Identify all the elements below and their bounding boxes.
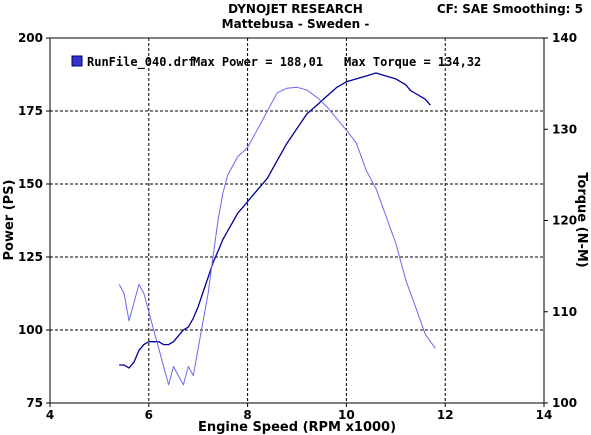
chart-subtitle: Mattebusa - Sweden - (221, 17, 370, 31)
power-line (119, 72, 431, 369)
x-tick-label: 6 (145, 408, 153, 422)
plot-area (49, 37, 545, 404)
x-tick-label: 12 (437, 408, 454, 422)
x-tick-label: 4 (46, 408, 54, 422)
y-axis-label-right: Torque (N-M) (574, 172, 589, 267)
correction-info: CF: SAE Smoothing: 5 (436, 2, 583, 16)
y-right-tick-label: 120 (552, 214, 577, 228)
chart-title: DYNOJET RESEARCH (228, 2, 363, 16)
legend: RunFile_040.drf Max Power = 188,01 Max T… (71, 55, 481, 70)
series-lines (118, 72, 436, 386)
y-left-tick-label: 175 (18, 104, 43, 118)
y-left-tick-label: 125 (18, 250, 43, 264)
y-right-tick-label: 110 (552, 305, 577, 319)
y-axis-label-left: Power (PS) (2, 180, 17, 261)
legend-max-torque: Max Torque = 134,32 (344, 55, 481, 69)
x-tick-label: 8 (243, 408, 251, 422)
y-left-tick-label: 100 (18, 323, 43, 337)
legend-swatch (71, 55, 83, 67)
y-right-tick-label: 130 (552, 122, 577, 136)
y-left-tick-label: 75 (26, 396, 43, 410)
legend-max-power: Max Power = 188,01 (193, 55, 323, 69)
x-axis-label: Engine Speed (RPM x1000) (198, 420, 396, 435)
x-tick-label: 10 (338, 408, 355, 422)
torque-line (118, 86, 436, 386)
y-left-tick-label: 150 (18, 177, 43, 191)
y-left-tick-label: 200 (18, 31, 43, 45)
legend-run-file: RunFile_040.drf (87, 55, 195, 70)
y-right-tick-label: 100 (552, 396, 577, 410)
tick-labels: 4 6 8 10 12 14 75 100 125 150 175 200 100 110 120 130 14… (18, 31, 577, 422)
y-right-tick-label: 140 (552, 31, 577, 45)
x-tick-label: 14 (536, 408, 553, 422)
grid-lines (50, 38, 544, 403)
